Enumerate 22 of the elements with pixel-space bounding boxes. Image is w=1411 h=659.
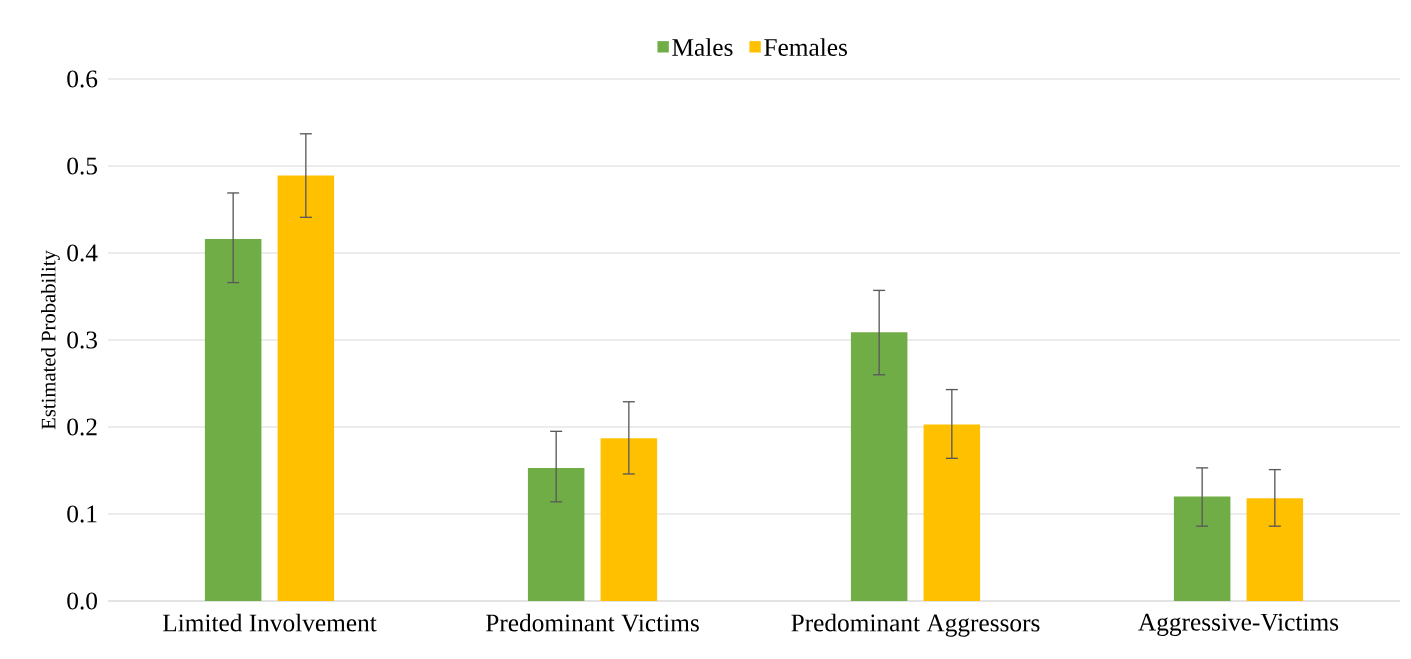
bar <box>1246 498 1304 601</box>
x-tick-label: Predominant Victims <box>485 613 699 632</box>
bar <box>204 239 262 601</box>
bar <box>850 332 908 601</box>
y-axis-title: Estimated Probability <box>41 250 60 430</box>
y-tick-label: 0.4 <box>67 244 98 262</box>
x-tick-label: Aggressive-Victims <box>1138 613 1339 636</box>
legend-label: Males <box>672 38 733 56</box>
y-tick-label: 0.2 <box>67 418 97 436</box>
legend-label: Females <box>764 38 847 56</box>
bar <box>600 438 658 601</box>
bar <box>923 424 981 601</box>
y-tick-label: 0.5 <box>67 157 97 175</box>
bar <box>277 175 335 601</box>
bar <box>527 467 585 601</box>
y-tick-label: 0.0 <box>67 592 97 610</box>
x-tick-label: Predominant Aggressors <box>791 613 1040 637</box>
y-tick-label: 0.6 <box>67 70 98 88</box>
y-tick-label: 0.1 <box>67 505 97 523</box>
x-tick-label: Limited Involvement <box>162 613 377 632</box>
y-tick-label: 0.3 <box>67 331 97 349</box>
bar <box>1173 496 1231 601</box>
